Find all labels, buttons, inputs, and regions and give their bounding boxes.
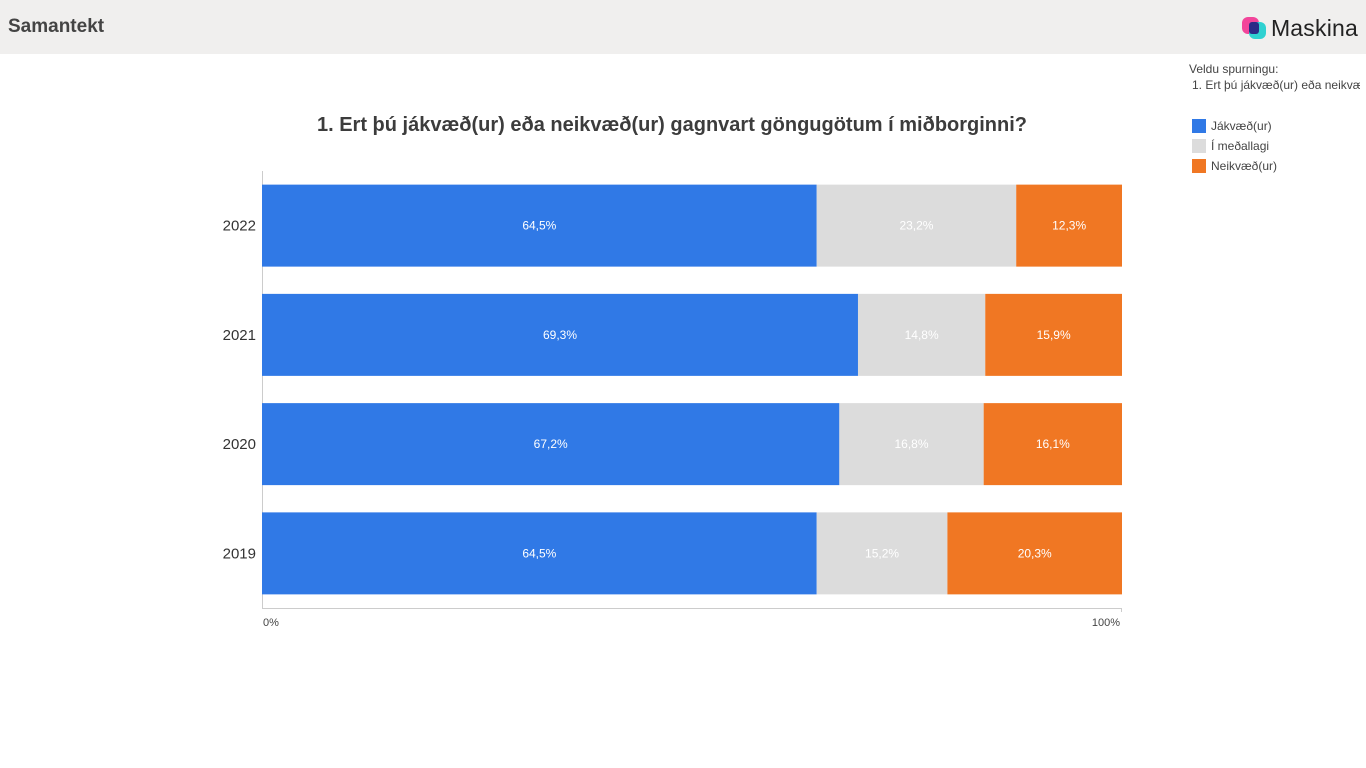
bar-segment-2022-3 (1016, 184, 1122, 267)
category-label: 2019 (223, 545, 256, 562)
data-label: 64,5% (522, 546, 556, 560)
bar-segment-2021-3 (985, 293, 1122, 376)
bar-segment-2019-3 (947, 512, 1122, 595)
data-label: 69,3% (543, 328, 577, 342)
x-tick-label: 0% (263, 617, 279, 629)
category-label: 2020 (223, 436, 256, 453)
category-label: 2021 (223, 327, 256, 344)
chart-legend: Jákvæð(ur) Í meðallagi Neikvæð(ur) (1192, 116, 1277, 176)
data-label: 67,2% (534, 437, 568, 451)
legend-label: Neikvæð(ur) (1211, 159, 1278, 173)
x-tick-label: 100% (1092, 617, 1120, 629)
legend-item-neikvaed[interactable]: Neikvæð(ur) (1192, 156, 1277, 176)
bar-segment-2020-2 (839, 403, 984, 486)
legend-swatch (1192, 139, 1206, 153)
bar-segment-2019-2 (816, 512, 948, 595)
bar-segment-2021-2 (857, 293, 986, 376)
legend-swatch (1192, 159, 1206, 173)
data-label: 14,8% (905, 328, 939, 342)
data-label: 12,3% (1052, 219, 1086, 233)
data-label: 15,2% (865, 546, 899, 560)
bar-segment-2020-1 (262, 403, 840, 486)
legend-label: Í meðallagi (1211, 139, 1270, 153)
category-label: 2022 (223, 218, 256, 235)
bar-segment-2019-1 (262, 512, 817, 595)
bar-segment-2022-1 (262, 184, 817, 267)
bar-segment-2021-1 (262, 293, 858, 376)
brand: Maskina (1241, 14, 1358, 41)
maskina-logo-icon (1241, 17, 1266, 39)
data-label: 16,1% (1036, 437, 1070, 451)
top-bar: Samantekt Maskina (0, 0, 1366, 54)
stacked-bar-chart: 64,5% 23,2% 12,3% 2022 69,3% 14,8% 15,9% 2021 67… (223, 171, 1122, 629)
brand-name: Maskina (1270, 14, 1358, 41)
data-label: 20,3% (1018, 546, 1052, 560)
bar-segment-2020-3 (983, 403, 1122, 486)
page-title: Samantekt (8, 16, 105, 37)
data-label: 64,5% (522, 219, 556, 233)
legend-item-jakvaed[interactable]: Jákvæð(ur) (1192, 116, 1277, 136)
bar-segment-2022-2 (816, 184, 1017, 267)
question-selector-value[interactable]: 1. Ert þú jákvæð(ur) eða neikvæð(ur) gag… (1192, 78, 1360, 92)
question-selector-label: Veldu spurningu: (1189, 62, 1279, 76)
data-label: 16,8% (894, 437, 928, 451)
data-label: 15,9% (1037, 328, 1071, 342)
question-selector[interactable]: Veldu spurningu: 1. Ert þú jákvæð(ur) eð… (1189, 62, 1361, 92)
legend-swatch (1192, 119, 1206, 133)
chart-title: 1. Ert þú jákvæð(ur) eða neikvæð(ur) gag… (316, 114, 1028, 136)
legend-item-medallagi[interactable]: Í meðallagi (1192, 136, 1277, 156)
data-label: 23,2% (899, 219, 933, 233)
legend-label: Jákvæð(ur) (1211, 119, 1272, 133)
